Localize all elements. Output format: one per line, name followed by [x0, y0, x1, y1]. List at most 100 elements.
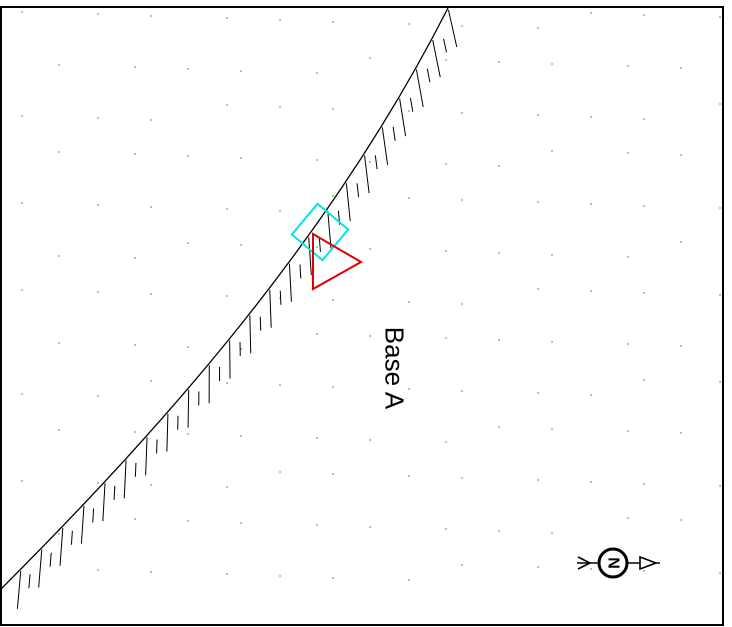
- grid-dot: [226, 104, 228, 106]
- scale-tick: [49, 552, 52, 567]
- grid-dot: [369, 57, 371, 59]
- grid-dot: [134, 257, 136, 259]
- grid-dot: [643, 570, 645, 572]
- grid-dot: [369, 161, 371, 163]
- grid-dot: [590, 568, 592, 570]
- scale-tick: [392, 126, 396, 141]
- grid-dot: [316, 437, 318, 439]
- grid-dot: [97, 13, 99, 15]
- grid-dot: [21, 480, 23, 482]
- scale-tick: [102, 483, 106, 522]
- map-frame: [0, 6, 724, 626]
- grid-dot: [537, 201, 539, 203]
- compass-letter: N: [605, 557, 622, 569]
- grid-dot: [680, 519, 682, 521]
- grid-dot: [240, 435, 242, 437]
- grid-dot: [21, 115, 23, 117]
- scale-tick: [364, 155, 370, 194]
- grid-dot: [445, 441, 447, 443]
- grid-dot: [627, 430, 629, 432]
- grid-dot: [590, 394, 592, 396]
- grid-dot: [537, 27, 539, 29]
- scale-tick: [374, 155, 378, 170]
- grid-dot: [134, 153, 136, 155]
- grid-dot: [498, 426, 500, 428]
- scale-ticks: [16, 9, 458, 609]
- grid-dot: [537, 288, 539, 290]
- grid-dot: [187, 520, 189, 522]
- grid-dot: [643, 205, 645, 207]
- grid-dot: [719, 294, 721, 296]
- cyan-square-marker[interactable]: [290, 202, 350, 262]
- scale-tick: [288, 263, 292, 302]
- grid-dot: [498, 252, 500, 254]
- grid-dot: [97, 291, 99, 293]
- grid-dot: [551, 341, 553, 343]
- grid-dot: [332, 195, 334, 197]
- grid-dot: [537, 479, 539, 481]
- grid-dot: [551, 428, 553, 430]
- grid-dot: [643, 118, 645, 120]
- grid-dot: [498, 61, 500, 63]
- grid-dot: [627, 517, 629, 519]
- grid-dot: [680, 345, 682, 347]
- grid-dot: [643, 14, 645, 16]
- grid-dot: [226, 295, 228, 297]
- grid-dot: [590, 12, 592, 14]
- grid-dot: [627, 256, 629, 258]
- scale-tick: [409, 97, 414, 112]
- grid-dot: [461, 390, 463, 392]
- grid-dot: [627, 343, 629, 345]
- grid-dot: [445, 163, 447, 165]
- grid-dot: [226, 17, 228, 19]
- grid-dot: [408, 110, 410, 112]
- scale-tick: [92, 508, 95, 523]
- scale-tick: [381, 127, 389, 165]
- scale-tick: [249, 315, 252, 354]
- grid-dot: [332, 108, 334, 110]
- grid-dot: [134, 431, 136, 433]
- grid-dot: [445, 528, 447, 530]
- scale-tick: [447, 9, 458, 48]
- grid-dot: [719, 207, 721, 209]
- grid-dot: [408, 388, 410, 390]
- scale-tick: [38, 549, 43, 588]
- grid-dot: [461, 25, 463, 27]
- grid-dot: [590, 481, 592, 483]
- scale-tick: [345, 183, 351, 222]
- scale-tick: [16, 570, 22, 609]
- grid-dot: [58, 429, 60, 431]
- grid-dot: [445, 250, 447, 252]
- grid-dot: [226, 382, 228, 384]
- grid-dot: [134, 66, 136, 68]
- grid-dot: [279, 384, 281, 386]
- grid-dot: [680, 154, 682, 156]
- grid-dot: [719, 16, 721, 18]
- grid-dot: [240, 70, 242, 72]
- grid-dot: [719, 485, 721, 487]
- grid-dot: [643, 379, 645, 381]
- grid-dot: [58, 533, 60, 535]
- grid-dot: [240, 157, 242, 159]
- grid-dot: [97, 117, 99, 119]
- scale-tick: [166, 413, 169, 452]
- grid-dot: [187, 68, 189, 70]
- grid-dot: [226, 486, 228, 488]
- grid-dot: [279, 575, 281, 577]
- grid-dot: [187, 346, 189, 348]
- grid-dot: [408, 23, 410, 25]
- red-triangle-marker[interactable]: [312, 232, 364, 291]
- scale-tick: [28, 574, 31, 589]
- grid-dot: [369, 248, 371, 250]
- grid-dot: [332, 473, 334, 475]
- grid-dot: [97, 395, 99, 397]
- scale-tick: [134, 462, 137, 477]
- grid-dot: [21, 202, 23, 204]
- scale-tick: [145, 437, 148, 476]
- scale-tick: [279, 290, 282, 305]
- grid-dot: [590, 203, 592, 205]
- grid-dot: [369, 439, 371, 441]
- grid-dot: [537, 566, 539, 568]
